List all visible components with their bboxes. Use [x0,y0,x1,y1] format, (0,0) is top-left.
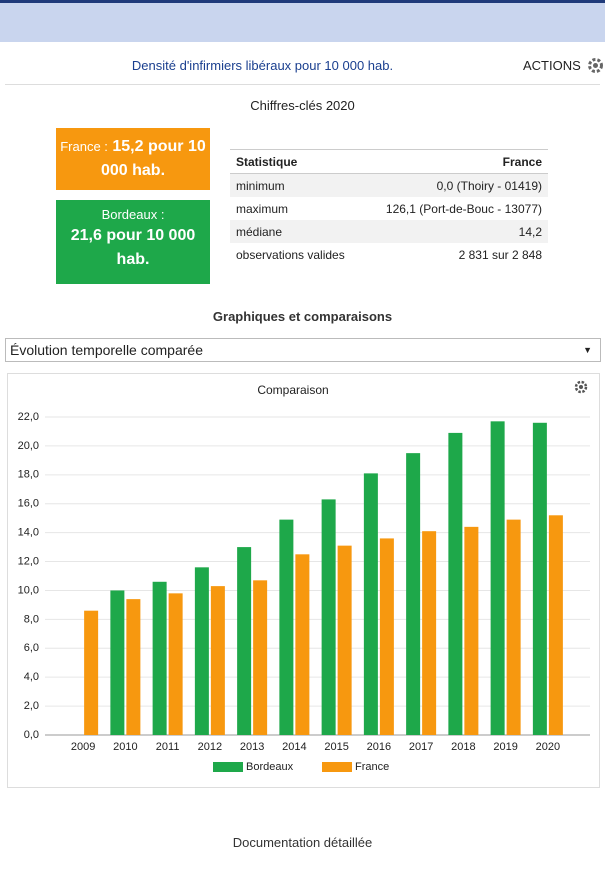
chart-title: Comparaison [257,383,328,397]
y-tick-label: 6,0 [24,642,39,654]
x-tick-label: 2013 [240,741,264,753]
bar [490,421,505,735]
y-tick-label: 4,0 [24,671,39,683]
panel-title: Densité d'infirmiers libéraux pour 10 00… [131,58,394,73]
stats-table: Statistique France minimum 0,0 (Thoiry - 01… [230,149,548,266]
y-tick-label: 14,0 [18,527,39,539]
select-arrow: ▼ [583,345,592,355]
x-tick-label: 2017 [409,741,433,753]
x-tick-label: 2018 [451,741,475,753]
y-tick-label: 2,0 [24,700,39,712]
x-tick-label: 2019 [493,741,517,753]
chart-frame [7,373,600,788]
bordeaux-card: Bordeaux : 21,6 pour 10 000 hab. [56,200,210,284]
bar [110,590,125,735]
legend-swatch [213,762,243,772]
bar [279,519,294,735]
card-value: 21,6 pour 10 000 hab. [70,227,196,268]
gear-icon[interactable] [587,57,604,74]
section-title: Graphiques et comparaisons [212,309,393,324]
bar [363,473,378,735]
x-tick-label: 2014 [282,741,306,753]
x-tick-label: 2009 [71,741,95,753]
top-bar [0,0,605,3]
table-header: Statistique [230,149,363,174]
table-cell: 14,2 [362,220,548,243]
bar [406,453,421,735]
key-figures-title: Chiffres-clés 2020 [250,98,355,113]
y-tick-label: 0,0 [24,729,39,741]
bar [84,610,99,735]
divider [5,84,600,85]
table-cell: 0,0 (Thoiry - 01419) [362,173,548,197]
bar [295,554,310,735]
france-card: France : 15,2 pour 10 000 hab. [56,128,210,190]
table-cell: observations valides [236,247,345,262]
y-tick-label: 16,0 [18,498,39,510]
table-row: observations valides 2 831 sur 2 848 [230,243,548,266]
chart-gear[interactable] [574,380,588,394]
bar [168,593,183,735]
legend-swatch [322,762,352,772]
table-header: France [362,149,548,174]
bar [126,599,141,735]
bar [152,581,167,735]
bar [337,545,352,735]
y-tick-label: 18,0 [18,469,39,481]
table-cell: minimum [230,173,363,197]
select[interactable]: Évolution temporelle comparée ▼ [5,338,601,362]
table-cell: maximum [236,201,289,216]
x-tick-label: 2011 [156,741,180,753]
footer-title: Documentation détaillée [232,835,373,850]
bar [548,515,563,735]
bar [448,432,463,735]
x-tick-label: 2020 [536,741,560,753]
bar [506,519,521,735]
bar [321,499,336,735]
bar [237,547,252,735]
x-tick-label: 2015 [324,741,348,753]
table-cell: 126,1 (Port-de-Bouc - 13077) [385,201,542,216]
actions-button[interactable]: ACTIONS [523,58,581,73]
x-tick-label: 2010 [113,741,137,753]
card-label: Bordeaux : [101,207,165,222]
bar [422,531,437,735]
bar [464,526,479,735]
table-row: médiane 14,2 [230,220,548,243]
bar [210,586,225,735]
bar [194,567,209,735]
x-tick-label: 2012 [198,741,222,753]
bar [532,422,547,735]
legend-label: France [355,761,389,773]
banner [0,3,605,42]
y-tick-label: 22,0 [18,411,39,423]
card-label: France : [60,139,108,154]
y-tick-label: 10,0 [18,584,39,596]
table-cell: 2 831 sur 2 848 [458,247,542,262]
bar [253,580,268,735]
y-tick-label: 8,0 [24,613,39,625]
table-cell: médiane [230,220,363,243]
card-value: 15,2 pour 10 000 hab. [100,138,206,179]
table-row: maximum 126,1 (Port-de-Bouc - 13077) [230,197,548,220]
legend-label: Bordeaux [246,761,294,773]
y-tick-label: 20,0 [18,440,39,452]
chart: Comparaison 0,0 2,0 4,0 6,0 8,0 10,0 12,0 14,0 1… [18,380,590,773]
y-tick-label: 12,0 [18,555,39,567]
x-tick-label: 2016 [367,741,391,753]
bar [379,538,394,735]
table-row: minimum 0,0 (Thoiry - 01419) [230,173,548,197]
select-value: Évolution temporelle comparée [10,342,203,358]
